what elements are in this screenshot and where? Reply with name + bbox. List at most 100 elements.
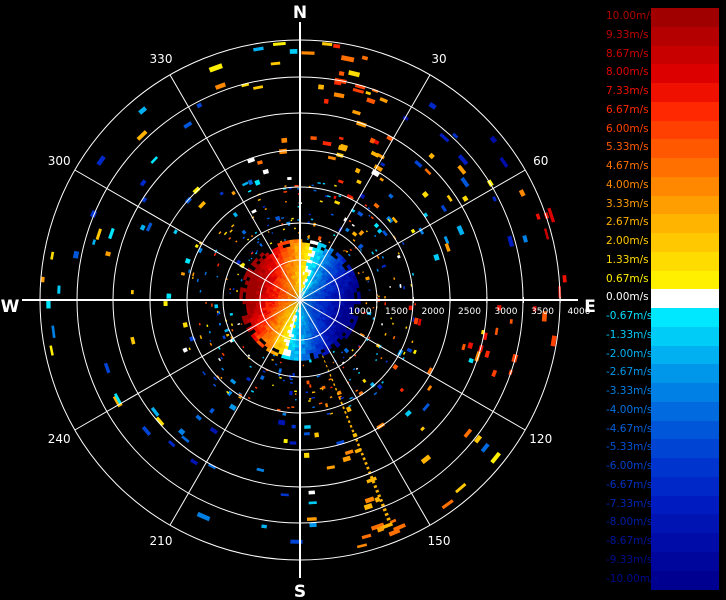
echo-bin [291, 406, 295, 408]
echo-bin [295, 315, 298, 319]
echo-bin [311, 318, 315, 323]
echo-bin [261, 524, 268, 529]
echo-bin [352, 287, 358, 293]
echo-bin [274, 303, 279, 306]
legend-label: -7.33m/s [606, 497, 653, 510]
echo-bin [384, 512, 389, 517]
echo-bin [287, 297, 291, 299]
echo-bin [348, 70, 361, 78]
echo-bin [300, 331, 304, 336]
echo-bin [255, 290, 260, 295]
legend-swatch [651, 64, 719, 84]
echo-bin [331, 324, 337, 329]
echo-bin [301, 295, 305, 298]
echo-bin [289, 291, 293, 295]
echo-bin [283, 438, 288, 444]
echo-bin [308, 303, 312, 307]
echo-bin [236, 290, 238, 293]
echo-bin [272, 41, 286, 46]
echo-bin [241, 229, 247, 235]
echo-bin [296, 328, 300, 332]
echo-bin [307, 287, 311, 291]
echo-bin [300, 328, 304, 332]
echo-bin [265, 304, 269, 308]
echo-bin [309, 284, 313, 289]
echo-bin [371, 480, 376, 484]
echo-bin [257, 198, 261, 202]
echo-bin [314, 311, 319, 315]
echo-bin [401, 241, 405, 245]
echo-bin [285, 292, 289, 295]
echo-bin [288, 343, 293, 348]
echo-bin [281, 293, 286, 296]
echo-bin [305, 245, 310, 250]
echo-bin [304, 327, 308, 332]
echo-bin [350, 292, 355, 297]
echo-bin [294, 248, 299, 253]
echo-bin [291, 217, 294, 220]
echo-bin [302, 308, 304, 313]
echo-bin [295, 287, 298, 292]
echo-bin [264, 342, 270, 348]
echo-bin [357, 272, 360, 275]
echo-bin [338, 397, 342, 400]
echo-bin [272, 290, 277, 294]
echo-bin [343, 249, 345, 252]
echo-bin [311, 277, 315, 282]
echo-bin [303, 308, 306, 312]
echo-bin [286, 281, 290, 286]
echo-bin [319, 276, 324, 281]
echo-bin [230, 323, 234, 327]
echo-bin [294, 292, 297, 296]
echo-bin [324, 291, 329, 295]
echo-bin [298, 293, 300, 298]
echo-bin [306, 272, 309, 276]
echo-bin [320, 307, 325, 311]
echo-bin [242, 275, 248, 281]
echo-bin [341, 361, 345, 365]
echo-bin [284, 250, 289, 255]
echo-bin [257, 314, 263, 319]
echo-bin [226, 390, 230, 394]
echo-bin [284, 294, 289, 297]
echo-bin [343, 347, 350, 354]
echo-bin [313, 341, 319, 346]
echo-bin [316, 312, 321, 317]
echo-bin [441, 499, 454, 510]
echo-bin [373, 234, 377, 238]
echo-bin [352, 275, 358, 281]
echo-bin [362, 378, 367, 384]
echo-bin [420, 454, 432, 465]
echo-bin [206, 324, 209, 328]
echo-bin [249, 289, 254, 294]
echo-bin [321, 301, 326, 304]
echo-bin [343, 306, 348, 311]
echo-bin [343, 289, 348, 294]
echo-bin [308, 284, 312, 288]
azimuth-label: 150 [428, 534, 451, 548]
echo-bin [306, 297, 310, 300]
echo-bin [265, 268, 271, 274]
echo-bin [359, 248, 362, 251]
echo-bin [275, 291, 280, 294]
echo-bin [291, 265, 295, 270]
range-label: 4000 [568, 307, 591, 317]
echo-bin [281, 305, 286, 308]
legend-entry: 8.00m/s [604, 64, 722, 84]
echo-bin [334, 304, 339, 309]
echo-bin [295, 255, 299, 259]
echo-bin [282, 312, 287, 316]
echo-bin [305, 301, 310, 303]
echo-bin [275, 318, 280, 323]
echo-bin [284, 185, 287, 187]
echo-bin [283, 313, 288, 317]
echo-bin [287, 301, 291, 304]
echo-bin [402, 351, 406, 355]
echo-bin [301, 302, 305, 305]
echo-bin [344, 410, 347, 414]
echo-bin [282, 268, 287, 273]
echo-bin [253, 85, 264, 90]
echo-bin [287, 296, 291, 299]
echo-bin [251, 208, 257, 214]
echo-bin [301, 302, 305, 306]
